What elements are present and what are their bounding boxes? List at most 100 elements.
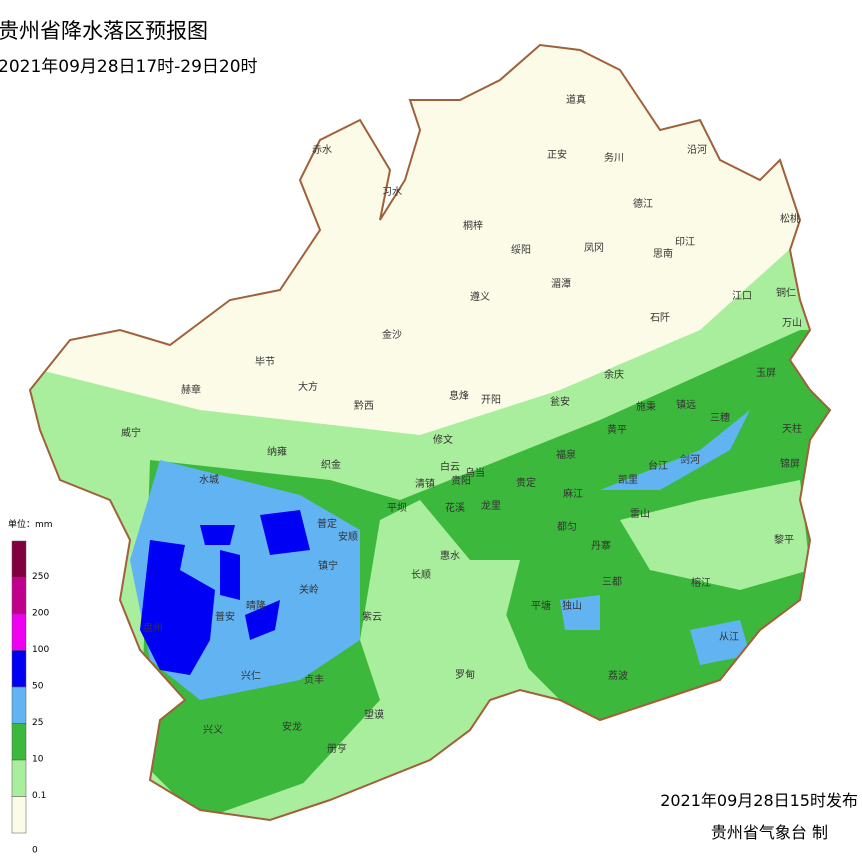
place-label: 印江 <box>675 236 695 248</box>
legend-label: 200 <box>32 609 49 619</box>
place-label: 麻江 <box>563 487 583 500</box>
place-label: 江口 <box>732 290 752 302</box>
place-label: 思南 <box>653 247 673 260</box>
legend-unit: 单位：mm <box>8 518 53 530</box>
place-label: 开阳 <box>481 394 501 406</box>
place-label: 凤冈 <box>584 242 604 254</box>
legend-swatch <box>11 650 27 688</box>
place-label: 德江 <box>633 197 653 210</box>
place-label: 晴隆 <box>246 599 266 612</box>
place-label: 剑河 <box>680 453 700 466</box>
place-label: 花溪 <box>445 501 465 514</box>
place-label: 松桃 <box>780 212 800 225</box>
legend-label: 0.1 <box>32 791 46 801</box>
zone-blue <box>140 540 215 675</box>
place-label: 正安 <box>547 148 567 161</box>
place-label: 盘州 <box>143 621 163 634</box>
place-label: 纳雍 <box>267 445 287 458</box>
place-label: 织金 <box>321 458 341 471</box>
issued: 2021年09月28日15时发布 <box>660 791 858 810</box>
place-label: 沿河 <box>687 144 707 156</box>
place-label: 雷山 <box>630 508 650 520</box>
place-label: 务川 <box>604 151 624 164</box>
place-label: 独山 <box>562 599 582 612</box>
legend-swatch <box>11 796 27 834</box>
place-label: 道真 <box>566 93 586 106</box>
subtitle: 2021年09月28日17时-29日20时 <box>0 57 258 77</box>
place-label: 水城 <box>199 474 219 486</box>
zone-blue <box>200 525 235 545</box>
legend-swatch <box>11 540 27 578</box>
place-label: 从江 <box>719 631 739 643</box>
place-label: 习水 <box>382 186 402 198</box>
place-label: 台江 <box>648 459 668 472</box>
zone-light-blue <box>560 595 600 630</box>
place-label: 三穗 <box>710 411 730 424</box>
place-label: 施秉 <box>636 400 656 413</box>
place-label: 罗甸 <box>455 668 475 681</box>
place-label: 榕江 <box>691 576 711 589</box>
place-label: 赤水 <box>312 144 332 156</box>
legend-label: 25 <box>32 718 43 728</box>
place-label: 册亨 <box>327 742 347 755</box>
place-label: 三都 <box>602 576 622 588</box>
place-label: 安顺 <box>338 530 358 543</box>
place-label: 铜仁 <box>776 287 796 299</box>
place-label: 安龙 <box>282 720 302 733</box>
place-label: 修文 <box>433 433 453 446</box>
place-label: 桐梓 <box>463 219 483 232</box>
place-label: 白云 <box>440 460 460 473</box>
place-label: 荔波 <box>608 669 628 682</box>
zone-light-green <box>620 480 810 590</box>
place-label: 万山 <box>782 317 802 329</box>
place-label: 黔西 <box>354 399 374 412</box>
legend-label: 250 <box>32 572 49 582</box>
place-label: 绥阳 <box>511 244 531 256</box>
place-label: 毕节 <box>255 355 275 368</box>
place-label: 息烽 <box>449 389 469 402</box>
legend: 单位：mm 250 200 100 50 25 10 0.1 0 <box>8 518 53 856</box>
place-label: 天柱 <box>782 422 802 435</box>
legend-swatch <box>11 577 27 615</box>
place-label: 惠水 <box>440 549 460 562</box>
place-label: 望谟 <box>364 708 384 721</box>
place-label: 紫云 <box>362 611 382 623</box>
zone-light-blue <box>690 620 750 665</box>
place-label: 湄潭 <box>551 278 571 290</box>
place-label: 锦屏 <box>780 457 800 470</box>
place-label: 长顺 <box>411 569 431 581</box>
place-label: 清镇 <box>415 477 435 490</box>
legend-swatch <box>11 723 27 761</box>
place-label: 玉屏 <box>756 367 776 379</box>
place-label: 瓮安 <box>550 395 570 408</box>
place-label: 平塘 <box>531 599 551 612</box>
legend-swatch <box>11 613 27 651</box>
place-label: 关岭 <box>299 583 319 596</box>
place-label: 镇宁 <box>318 559 338 572</box>
place-label: 贞丰 <box>304 673 324 686</box>
place-label: 大方 <box>298 380 318 393</box>
place-label: 兴仁 <box>241 670 261 682</box>
place-label: 黎平 <box>774 533 794 546</box>
place-label: 都匀 <box>557 521 577 533</box>
legend-label: 10 <box>32 755 44 765</box>
place-label: 遵义 <box>470 290 490 303</box>
legend-label: 0 <box>32 846 38 856</box>
place-label: 乌当 <box>465 466 485 479</box>
place-label: 福泉 <box>556 448 576 461</box>
place-label: 贵阳 <box>451 474 471 487</box>
issuer: 贵州省气象台 制 <box>711 823 828 842</box>
title: 贵州省降水落区预报图 <box>0 19 208 43</box>
place-label: 龙里 <box>481 499 501 512</box>
place-label: 余庆 <box>604 368 624 381</box>
legend-swatch <box>11 686 27 724</box>
place-label: 丹寨 <box>591 539 611 552</box>
zone-blue <box>220 550 240 600</box>
place-label: 普安 <box>215 610 235 623</box>
place-label: 平坝 <box>387 502 407 514</box>
legend-swatch <box>11 759 27 797</box>
place-label: 赫章 <box>181 383 201 396</box>
place-label: 金沙 <box>382 328 402 341</box>
